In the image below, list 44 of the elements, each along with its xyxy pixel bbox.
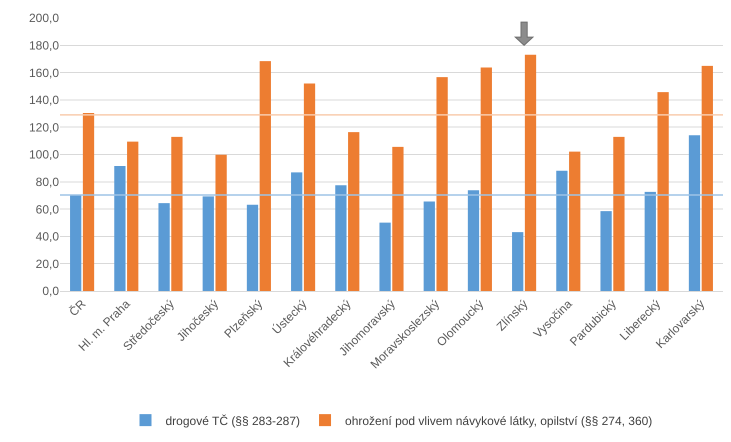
bar	[468, 190, 480, 291]
bar	[82, 113, 94, 291]
bar	[291, 172, 302, 291]
bar	[70, 195, 82, 291]
bar	[215, 154, 227, 291]
bar	[512, 232, 524, 291]
bar	[348, 132, 360, 291]
bar	[524, 54, 536, 291]
bar	[613, 136, 625, 291]
y-tick-label: 60,0	[36, 202, 60, 216]
y-tick-label: 80,0	[36, 175, 60, 189]
y-tick-label: 160,0	[28, 66, 60, 80]
bar	[379, 222, 391, 291]
y-tick-label: 140,0	[28, 93, 60, 108]
bar	[304, 84, 316, 291]
y-tick-label: 120,0	[28, 120, 60, 134]
legend-label: ohrožení pod vlivem návykové látky, opilství (§§ 274, 360)	[345, 414, 652, 428]
y-tick-label: 100,0	[28, 148, 60, 162]
bar	[569, 152, 580, 291]
legend-label: drogové TČ (§§ 283-287)	[166, 414, 300, 428]
bar	[657, 92, 669, 291]
y-tick-label: 180,0	[28, 38, 60, 52]
bar	[335, 185, 347, 291]
y-tick-label: 200,0	[28, 11, 60, 26]
bar	[202, 196, 214, 291]
bar	[600, 211, 612, 291]
bar	[424, 201, 435, 291]
bar	[436, 77, 448, 291]
y-tick-label: 0,0	[42, 284, 60, 298]
bar	[260, 61, 271, 291]
y-tick-label: 20,0	[36, 256, 60, 271]
bar	[556, 170, 568, 291]
x-tick-label: ČR	[66, 296, 89, 320]
bar	[480, 68, 492, 291]
bar	[171, 136, 183, 291]
bar	[246, 204, 258, 291]
bar	[114, 166, 126, 291]
y-tick-label: 40,0	[36, 230, 60, 244]
bar	[392, 146, 404, 291]
bar	[702, 66, 713, 291]
bar	[158, 203, 170, 291]
bar	[127, 142, 138, 291]
bar	[688, 135, 700, 291]
bar	[644, 192, 656, 291]
